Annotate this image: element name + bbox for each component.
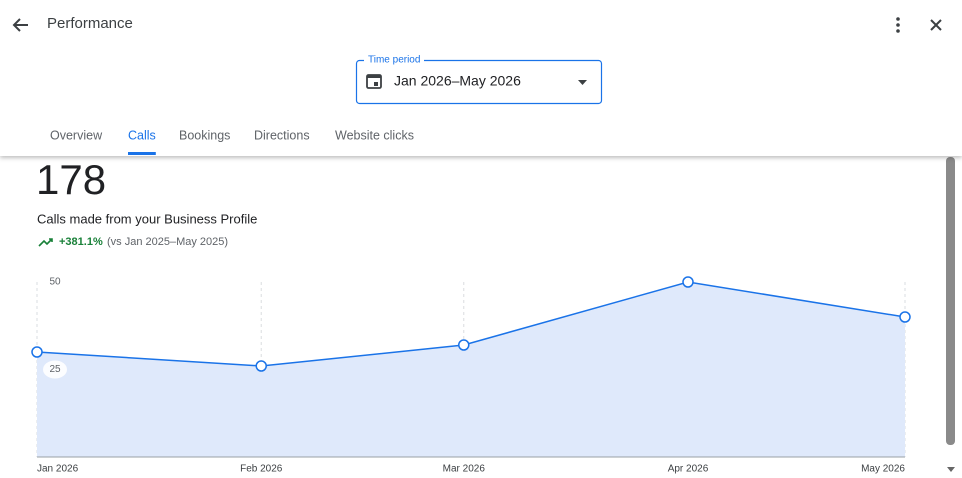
tab[interactable]: Calls xyxy=(128,128,156,142)
content: 178 Calls made from your Business Profil… xyxy=(36,156,257,248)
chart: 25 50 Jan 2026 Feb 2026 Mar 2026 Apr 2026 May … xyxy=(31,273,911,475)
metric-description: Calls made from your Business Profile xyxy=(37,211,257,226)
tabs: Overview Calls Bookings Directions Website c… xyxy=(50,128,414,155)
point[interactable] xyxy=(682,276,694,288)
metric-comparison: (vs Jan 2025–May 2025) xyxy=(107,236,228,248)
dropdown-arrow[interactable] xyxy=(578,80,587,85)
scroll-arrow[interactable] xyxy=(947,467,955,472)
more-button[interactable] xyxy=(896,17,900,33)
y-tick-bg xyxy=(43,360,67,379)
header-bg xyxy=(0,0,962,156)
label-gap xyxy=(364,55,424,65)
y-tick-label: 50 xyxy=(49,277,61,288)
header-title: Performance xyxy=(47,15,133,32)
scrollbar[interactable] xyxy=(946,157,955,445)
y-tick-label: 25 xyxy=(49,364,61,375)
y-tick-bg xyxy=(43,273,67,291)
tab[interactable]: Overview xyxy=(50,128,103,142)
trend-icon xyxy=(38,238,53,247)
time-period-field[interactable] xyxy=(355,59,603,105)
close-button[interactable] xyxy=(930,19,942,31)
point[interactable] xyxy=(31,346,43,358)
tab[interactable]: Directions xyxy=(254,128,310,142)
x-tick-label: Feb 2026 xyxy=(240,464,283,475)
time-period-label: Time period xyxy=(368,55,420,66)
metric-change: +381.1% xyxy=(59,236,103,248)
tab-indicator xyxy=(128,152,156,155)
x-tick-label: Jan 2026 xyxy=(37,464,79,475)
metric-value: 178 xyxy=(36,156,106,203)
point[interactable] xyxy=(255,360,267,372)
x-tick-label: Apr 2026 xyxy=(668,464,709,475)
calendar-icon xyxy=(366,74,382,89)
x-tick-label: Mar 2026 xyxy=(443,464,486,475)
point[interactable] xyxy=(458,339,470,351)
tab[interactable]: Website clicks xyxy=(335,128,414,142)
header: Performance Time period Jan 2026–May 202… xyxy=(0,0,962,156)
time-period-value: Jan 2026–May 2026 xyxy=(394,73,521,89)
x-tick-label: May 2026 xyxy=(861,464,905,475)
tab[interactable]: Bookings xyxy=(179,128,230,142)
point[interactable] xyxy=(899,311,911,323)
back-button[interactable] xyxy=(12,18,28,32)
area xyxy=(37,282,905,457)
